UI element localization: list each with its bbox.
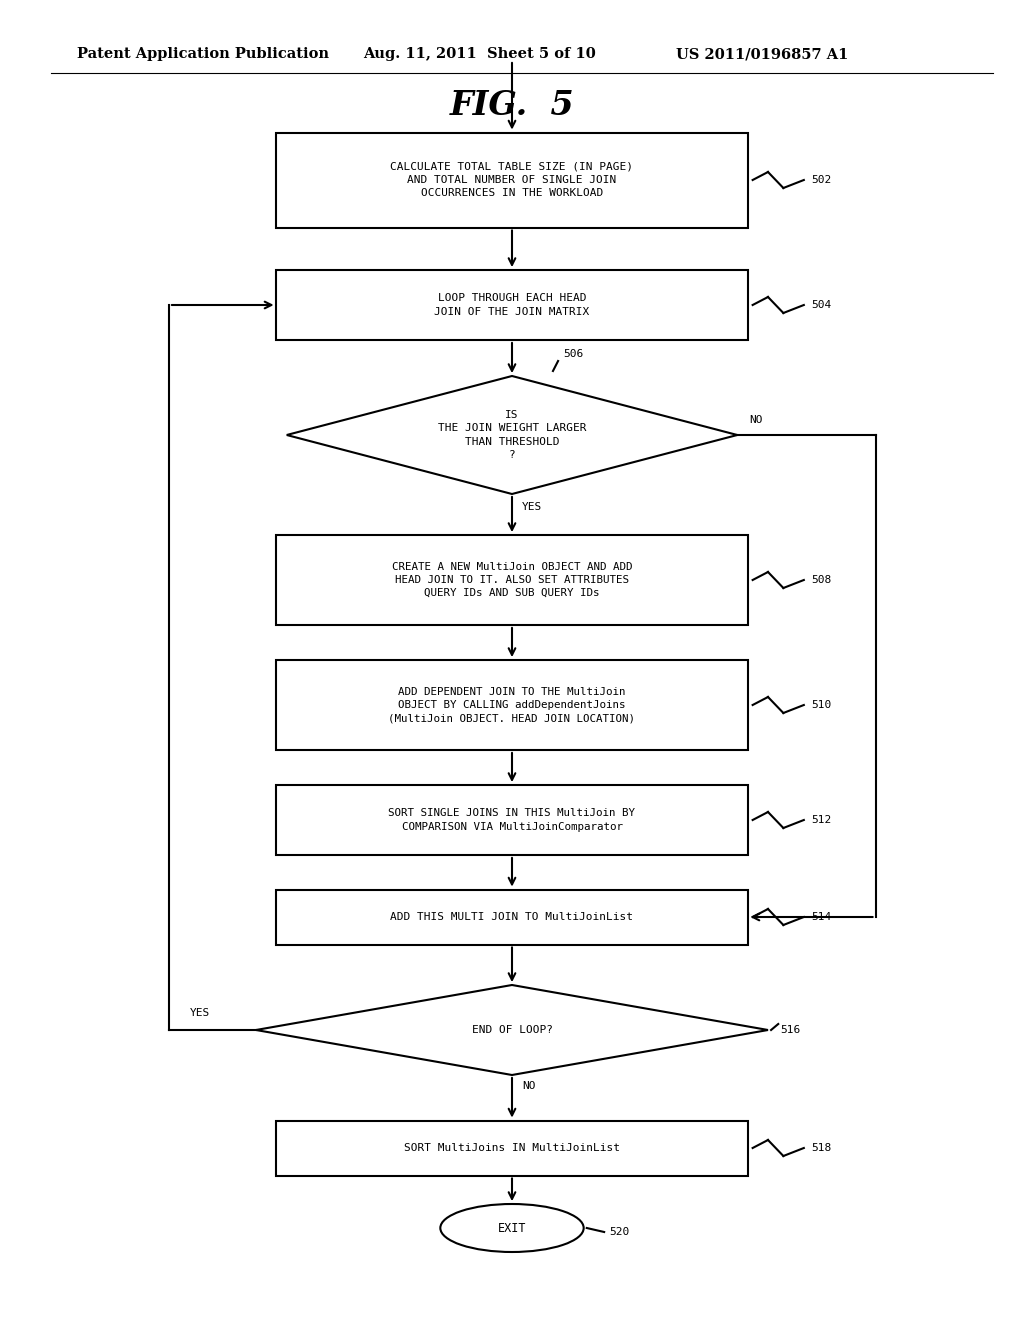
Text: NO: NO [522, 1081, 536, 1092]
Text: 502: 502 [811, 176, 831, 185]
FancyBboxPatch shape [276, 660, 748, 750]
Text: 508: 508 [811, 576, 831, 585]
Text: ADD DEPENDENT JOIN TO THE MultiJoin
OBJECT BY CALLING addDependentJoins
(MultiJo: ADD DEPENDENT JOIN TO THE MultiJoin OBJE… [388, 686, 636, 723]
FancyBboxPatch shape [276, 535, 748, 624]
Text: CALCULATE TOTAL TABLE SIZE (IN PAGE)
AND TOTAL NUMBER OF SINGLE JOIN
OCCURRENCES: CALCULATE TOTAL TABLE SIZE (IN PAGE) AND… [390, 162, 634, 198]
Text: US 2011/0196857 A1: US 2011/0196857 A1 [676, 48, 848, 61]
Text: SORT SINGLE JOINS IN THIS MultiJoin BY
COMPARISON VIA MultiJoinComparator: SORT SINGLE JOINS IN THIS MultiJoin BY C… [388, 808, 636, 832]
Text: YES: YES [522, 502, 543, 512]
Text: 512: 512 [811, 814, 831, 825]
Text: 504: 504 [811, 300, 831, 310]
Ellipse shape [440, 1204, 584, 1251]
Text: 518: 518 [811, 1143, 831, 1152]
Text: 516: 516 [780, 1026, 801, 1035]
Polygon shape [287, 376, 737, 494]
Text: 514: 514 [811, 912, 831, 921]
FancyBboxPatch shape [276, 1121, 748, 1176]
Text: CREATE A NEW MultiJoin OBJECT AND ADD
HEAD JOIN TO IT. ALSO SET ATTRIBUTES
QUERY: CREATE A NEW MultiJoin OBJECT AND ADD HE… [392, 562, 632, 598]
Text: 520: 520 [609, 1228, 630, 1237]
Text: NO: NO [750, 414, 763, 425]
Text: FIG.  5: FIG. 5 [450, 88, 574, 121]
Text: IS
THE JOIN WEIGHT LARGER
THAN THRESHOLD
?: IS THE JOIN WEIGHT LARGER THAN THRESHOLD… [437, 411, 587, 459]
Text: END OF LOOP?: END OF LOOP? [471, 1026, 553, 1035]
Text: SORT MultiJoins IN MultiJoinList: SORT MultiJoins IN MultiJoinList [404, 1143, 620, 1152]
Text: EXIT: EXIT [498, 1221, 526, 1234]
FancyBboxPatch shape [276, 132, 748, 227]
FancyBboxPatch shape [276, 890, 748, 945]
Text: Patent Application Publication: Patent Application Publication [77, 48, 329, 61]
Text: LOOP THROUGH EACH HEAD
JOIN OF THE JOIN MATRIX: LOOP THROUGH EACH HEAD JOIN OF THE JOIN … [434, 293, 590, 317]
Text: ADD THIS MULTI JOIN TO MultiJoinList: ADD THIS MULTI JOIN TO MultiJoinList [390, 912, 634, 921]
Text: Aug. 11, 2011  Sheet 5 of 10: Aug. 11, 2011 Sheet 5 of 10 [364, 48, 596, 61]
Polygon shape [256, 985, 768, 1074]
FancyBboxPatch shape [276, 785, 748, 855]
Text: 506: 506 [563, 348, 584, 359]
FancyBboxPatch shape [276, 271, 748, 341]
Text: YES: YES [189, 1008, 210, 1018]
Text: 510: 510 [811, 700, 831, 710]
